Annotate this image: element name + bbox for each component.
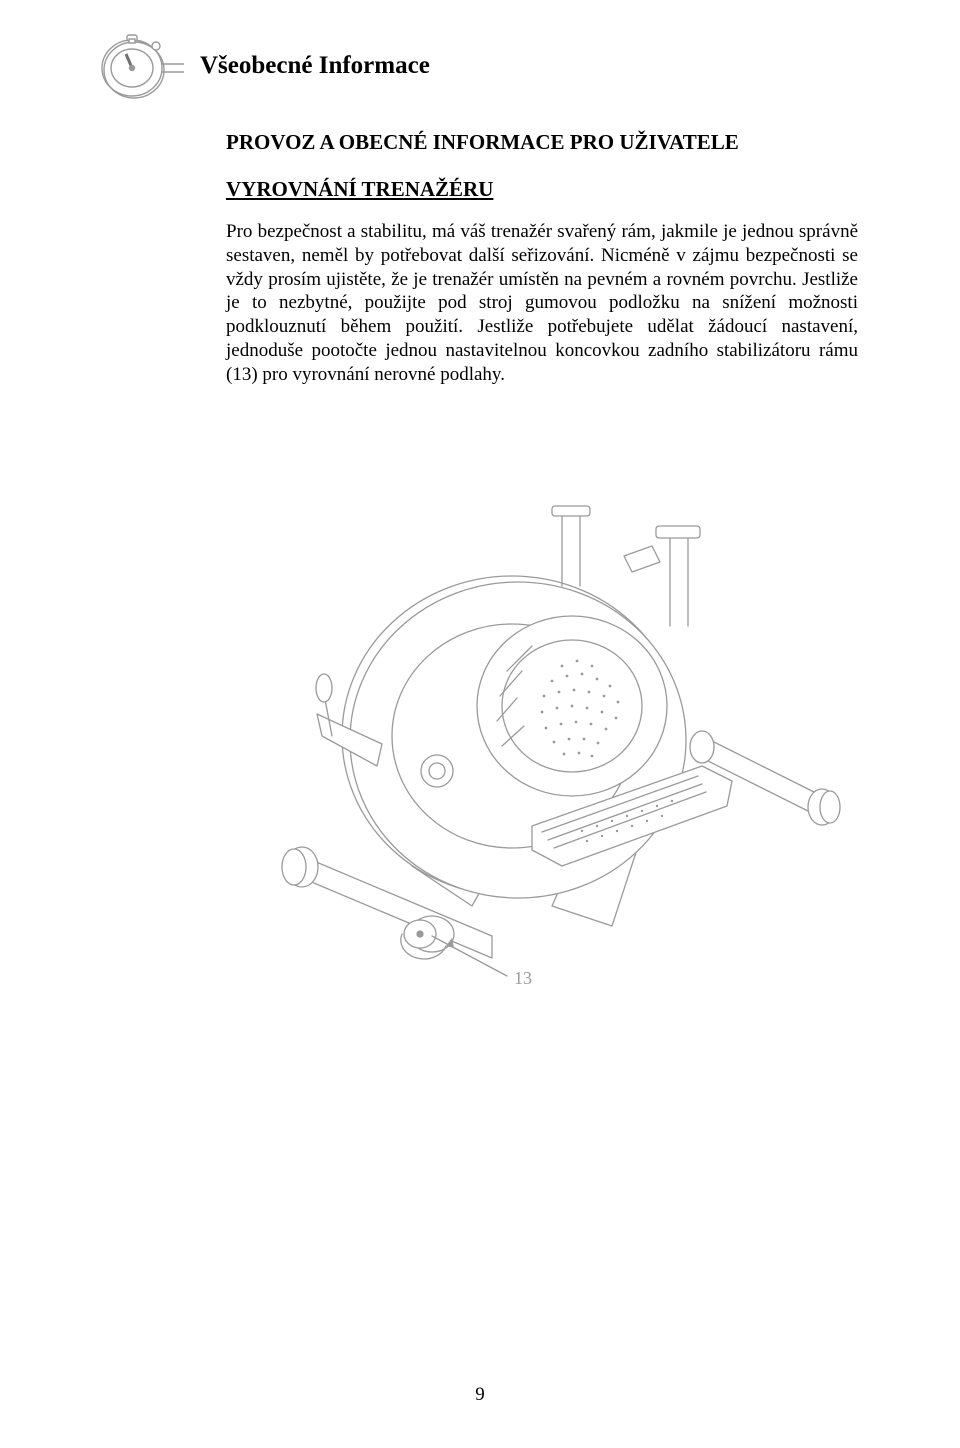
heading-vyrovnani: VYROVNÁNÍ TRENAŽÉRU bbox=[226, 177, 858, 202]
stopwatch-icon bbox=[96, 30, 184, 102]
illustration-label: 13 bbox=[514, 968, 532, 988]
illustration-wrap: 13 bbox=[226, 436, 858, 996]
page: Všeobecné Informace PROVOZ A OBECNÉ INFO… bbox=[0, 0, 960, 1448]
page-number: 9 bbox=[0, 1384, 960, 1406]
body-paragraph: Pro bezpečnost a stabilitu, má váš trena… bbox=[226, 220, 858, 386]
section-title: Všeobecné Informace bbox=[200, 52, 430, 80]
heading-provoz: PROVOZ A OBECNÉ INFORMACE PRO UŽIVATELE bbox=[226, 130, 858, 155]
content-block: PROVOZ A OBECNÉ INFORMACE PRO UŽIVATELE … bbox=[226, 130, 858, 996]
trainer-illustration: 13 bbox=[232, 436, 852, 996]
header-row: Všeobecné Informace bbox=[96, 30, 864, 102]
